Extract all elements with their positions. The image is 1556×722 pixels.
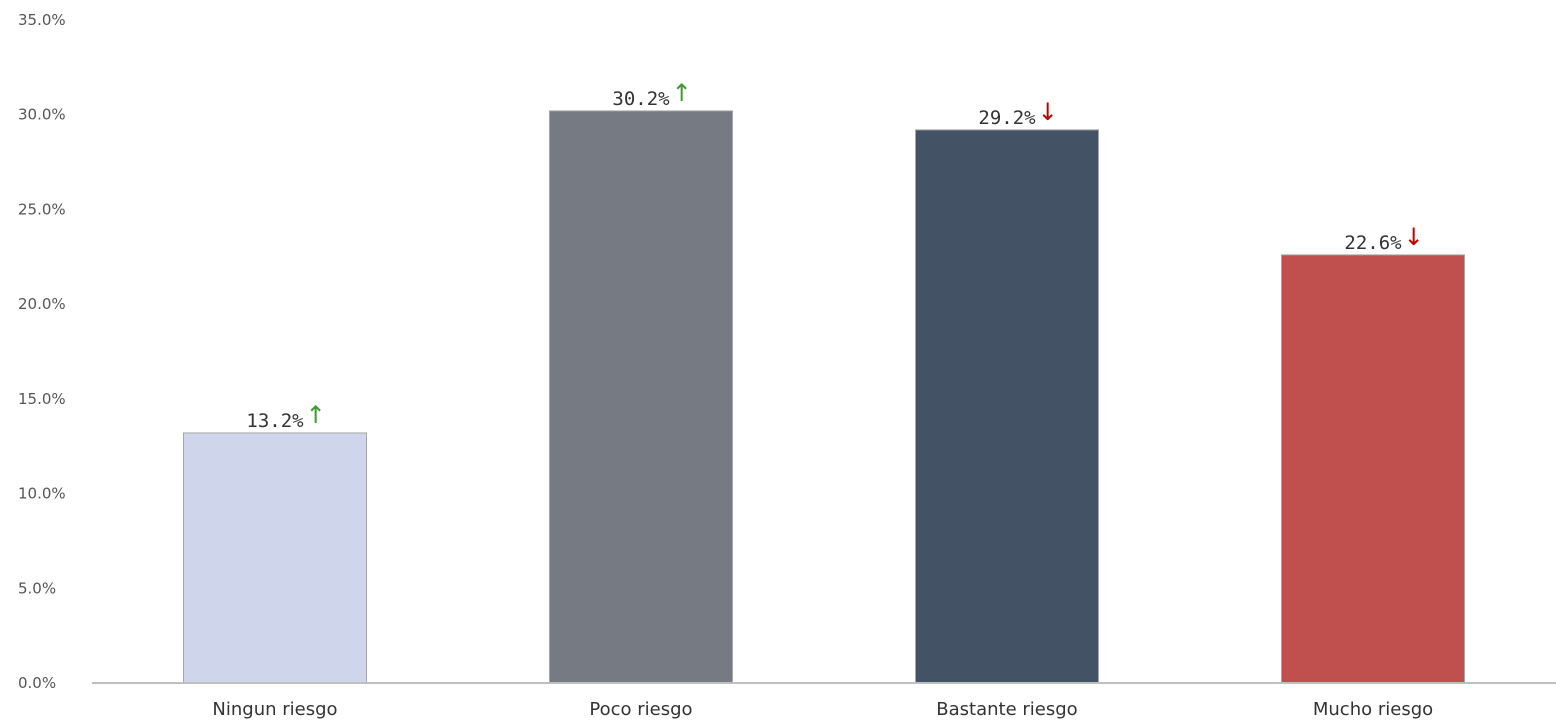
data-labels: 13.2% ↑30.2% ↑29.2% ↓22.6% ↓ [246,79,1423,432]
x-tick-label: Mucho riesgo [1313,699,1433,720]
trend-up-arrow: ↑ [306,401,326,429]
x-tick-label: Poco riesgo [589,699,692,720]
y-tick-label: 30.0% [18,106,66,124]
y-tick-label: 20.0% [18,295,66,313]
x-tick-label: Ningun riesgo [212,699,337,720]
bar [183,432,367,684]
y-tick-label: 0.0% [18,674,56,692]
y-tick-label: 10.0% [18,485,66,503]
y-tick-label: 5.0% [18,579,56,597]
category-labels: Ningun riesgo Poco riesgo Bastante riesgo M… [212,699,1433,720]
bars [183,110,1465,684]
y-axis: 0.0% 5.0% 10.0% 15.0% 20.0% 25.0% 30.0% 35.0% [18,11,66,692]
trend-down-arrow: ↓ [1404,223,1424,251]
bar [915,129,1099,684]
trend-up-arrow: ↑ [672,79,692,107]
data-label: 22.6% [1344,232,1402,254]
y-tick-label: 25.0% [18,200,66,218]
data-label: 30.2% [612,88,670,110]
bar [549,110,733,684]
data-label: 13.2% [246,410,304,432]
data-label: 29.2% [978,107,1036,129]
y-tick-label: 15.0% [18,390,66,408]
trend-down-arrow: ↓ [1038,98,1058,126]
x-tick-label: Bastante riesgo [936,699,1077,720]
y-tick-label: 35.0% [18,11,66,29]
bar [1281,254,1465,684]
